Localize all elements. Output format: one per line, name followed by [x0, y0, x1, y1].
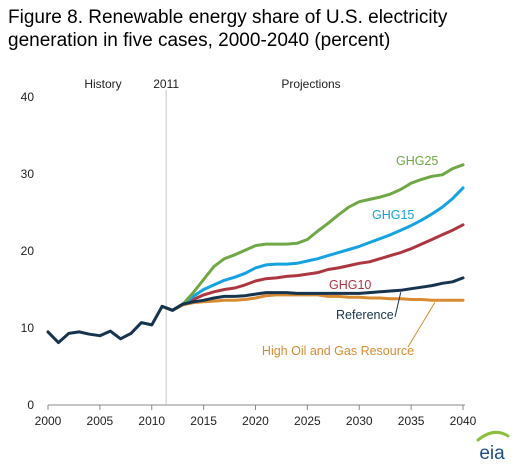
series-label-reference: Reference [336, 308, 394, 322]
x-tick-label: 2025 [294, 414, 321, 428]
divider-year-label: 2011 [153, 77, 179, 91]
series-line-reference [160, 276, 465, 312]
history-label: History [84, 77, 121, 91]
history-line [46, 304, 164, 345]
reference-leader-line [394, 292, 402, 318]
axes: 2000 2005 2010 2015 2020 2025 2030 2035 20400102… [21, 77, 477, 428]
y-tick-label: 10 [21, 321, 35, 335]
series-label-high-oil-and-gas-resource: High Oil and Gas Resource [262, 344, 414, 358]
x-tick-label: 2035 [398, 414, 425, 428]
projections-label: Projections [281, 77, 340, 91]
series-label-ghg15: GHG15 [372, 208, 414, 222]
x-tick-label: 2030 [346, 414, 373, 428]
x-tick-label: 2010 [138, 414, 165, 428]
eia-logo-swoosh [476, 430, 510, 442]
series-label-ghg25: GHG25 [396, 154, 438, 168]
high-oil-gas-leader-line [407, 302, 436, 348]
eia-logo-text: eia [479, 443, 505, 464]
y-tick-label: 0 [27, 398, 34, 412]
series-line-ghg25 [160, 163, 465, 312]
y-tick-label: 40 [21, 90, 35, 104]
y-tick-label: 30 [21, 167, 35, 181]
series-line-ghg10 [160, 223, 465, 312]
eia-logo: eia [476, 430, 510, 464]
series-line-high-oil-and-gas-resource [160, 293, 465, 312]
series-labels: GHG25 GHG15 GHG10 Reference High Oil and Gas… [262, 154, 439, 358]
chart-title: Figure 8. Renewable energy share of U.S.… [8, 7, 448, 51]
series-label-ghg10: GHG10 [329, 278, 371, 292]
y-tick-label: 20 [21, 244, 35, 258]
series-line-ghg15 [160, 186, 465, 312]
x-tick-label: 2000 [35, 414, 62, 428]
x-tick-label: 2015 [190, 414, 217, 428]
x-tick-label: 2005 [87, 414, 114, 428]
series-lines [46, 163, 465, 345]
x-tick-label: 2040 [450, 414, 477, 428]
x-tick-label: 2020 [242, 414, 269, 428]
